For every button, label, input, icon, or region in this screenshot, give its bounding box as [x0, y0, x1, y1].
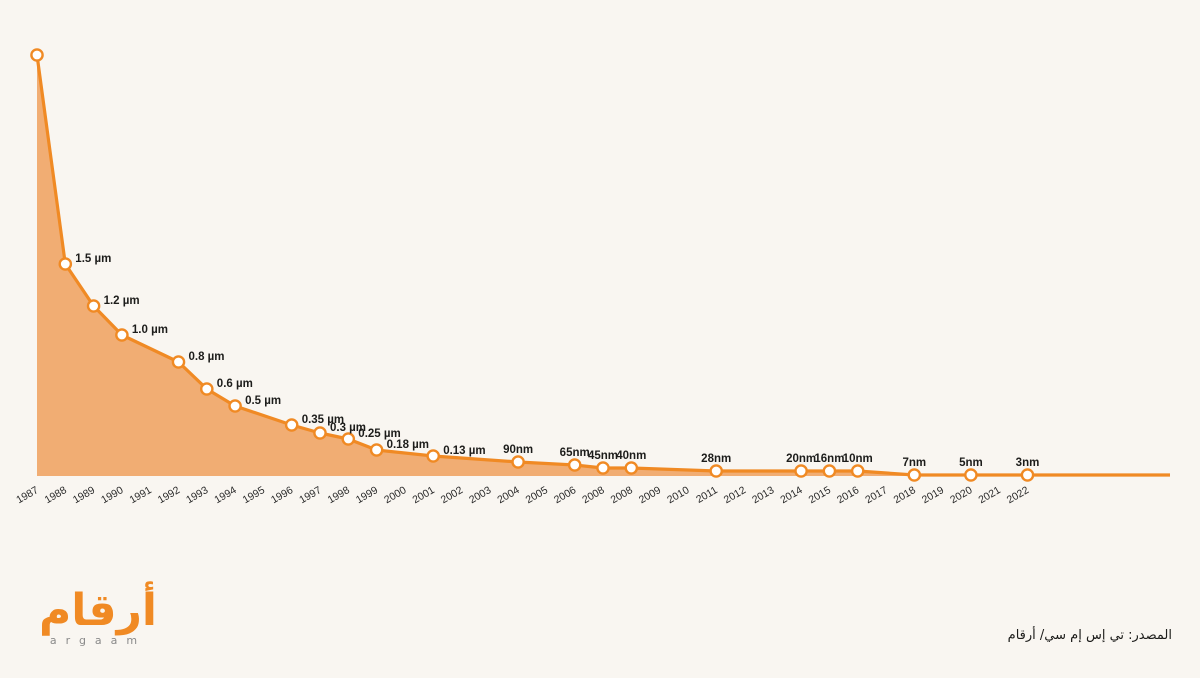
data-label: 16nm: [814, 453, 844, 465]
source-note: المصدر: تي إس إم سي/ أرقام: [1007, 628, 1172, 643]
x-tick-label: 1997: [297, 484, 323, 506]
data-point: [567, 458, 582, 472]
data-label: 5nm: [959, 457, 983, 469]
x-tick-label: 1992: [156, 484, 182, 506]
data-point: [907, 468, 922, 482]
data-point: [624, 461, 639, 475]
x-tick-label: 2006: [552, 484, 578, 506]
data-point: [822, 464, 837, 478]
data-point: [596, 461, 610, 475]
x-tick-label: 2019: [920, 484, 946, 506]
x-tick-label: 1991: [127, 484, 153, 506]
x-axis-ticks: 1987 1988 1989 1990 1991 1992 1993 1994 1995 1996…: [14, 484, 1031, 506]
data-label: 45nm: [588, 450, 618, 462]
data-label: 0.25 µm: [358, 428, 400, 440]
x-tick-label: 2005: [524, 484, 550, 506]
data-point: [115, 328, 129, 342]
x-tick-label: 1993: [184, 484, 210, 506]
data-point: [1020, 468, 1035, 482]
x-tick-label: 1996: [269, 484, 295, 506]
x-tick-label: 2022: [1005, 484, 1031, 506]
chart-label-layer: 1.5 µm 1.2 µm 1.0 µm 0.8 µm 0.6 µm 0.5 µm 0.35…: [75, 253, 1039, 469]
x-tick-label: 2017: [863, 484, 889, 506]
x-tick-label: 2001: [410, 484, 436, 506]
data-label: 90nm: [503, 444, 533, 456]
data-label: 20nm: [786, 453, 816, 465]
data-label: 1.0 µm: [132, 324, 168, 336]
x-tick-label: 2014: [778, 484, 804, 506]
chart-area-layer: [37, 55, 1170, 476]
x-tick-label: 1988: [43, 484, 69, 506]
x-tick-label: 2003: [467, 484, 493, 506]
data-label: 0.18 µm: [387, 439, 429, 451]
data-label: 40nm: [616, 450, 646, 462]
x-tick-label: 2002: [439, 484, 465, 506]
argaam-logo: أرقام argaam: [28, 588, 168, 652]
data-label: 7nm: [902, 457, 926, 469]
x-tick-label: 2008: [580, 484, 606, 506]
x-tick-label: 1995: [241, 484, 267, 506]
data-point: [341, 432, 356, 446]
logo-arabic: أرقام: [39, 585, 157, 636]
data-point: [709, 464, 724, 478]
logo-latin: argaam: [49, 634, 147, 647]
data-point: [369, 443, 384, 457]
data-point: [30, 48, 44, 62]
data-point: [58, 257, 73, 271]
x-tick-label: 2009: [637, 484, 663, 506]
x-tick-label: 2010: [665, 484, 691, 506]
x-tick-label: 2020: [948, 484, 974, 506]
x-tick-label: 1994: [212, 484, 238, 506]
x-tick-label: 2011: [694, 484, 720, 506]
data-point: [313, 426, 327, 440]
data-label: 0.8 µm: [189, 351, 225, 363]
data-label: 0.3 µm: [330, 422, 366, 434]
area-fill: [37, 55, 1170, 476]
data-label: 0.35 µm: [302, 414, 344, 426]
series-line: [35, 54, 1170, 477]
data-point: [284, 418, 299, 432]
data-label: 0.5 µm: [245, 395, 281, 407]
x-tick-label: 1998: [326, 484, 352, 506]
x-tick-label: 1999: [354, 484, 380, 506]
data-label: 0.6 µm: [217, 378, 253, 390]
x-tick-label: 1989: [71, 484, 97, 506]
x-tick-label: 2015: [807, 484, 833, 506]
data-label: 65nm: [560, 447, 590, 459]
x-tick-label: 2021: [976, 484, 1002, 506]
chart-line-layer: [35, 54, 1170, 477]
x-tick-label: 2018: [892, 484, 918, 506]
x-tick-label: 1990: [99, 484, 125, 506]
data-point: [228, 399, 242, 413]
data-label: 1.5 µm: [75, 253, 111, 265]
x-tick-label: 2012: [722, 484, 748, 506]
chart-point-layer: [30, 48, 1035, 482]
data-label: 3nm: [1016, 457, 1040, 469]
data-label: 1.2 µm: [104, 295, 140, 307]
x-tick-label: 2000: [382, 484, 408, 506]
data-point: [511, 455, 525, 469]
data-label: 0.13 µm: [443, 445, 485, 457]
data-point: [850, 464, 865, 478]
data-point: [199, 382, 214, 396]
data-label: 28nm: [701, 453, 731, 465]
data-point: [171, 355, 186, 369]
data-point: [964, 468, 978, 482]
data-label: 10nm: [843, 453, 873, 465]
x-tick-label: 2004: [495, 484, 521, 506]
data-point: [426, 449, 441, 463]
x-tick-label: 2013: [750, 484, 776, 506]
x-tick-label: 1987: [14, 484, 40, 506]
x-tick-label: 2008: [609, 484, 635, 506]
x-tick-label: 2016: [835, 484, 861, 506]
data-point: [86, 299, 101, 313]
data-point: [794, 464, 808, 478]
